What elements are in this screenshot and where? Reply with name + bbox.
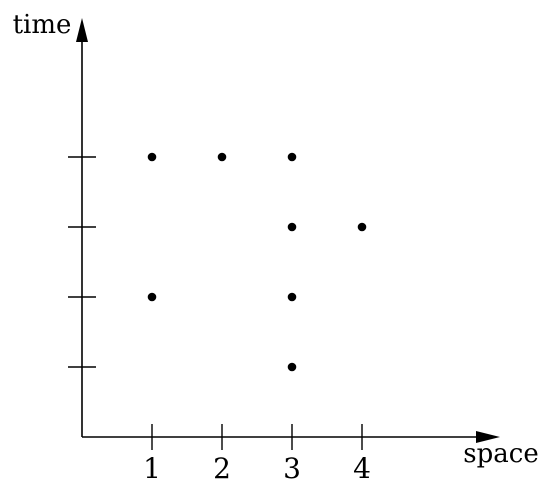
y-ticks (68, 156, 96, 368)
data-point-5 (357, 222, 367, 232)
x-tick-label-4: 4 (353, 452, 371, 483)
x-tick-label-3: 3 (283, 452, 301, 483)
x-tick-label-2: 2 (213, 452, 231, 483)
y-axis-arrowhead (76, 18, 88, 42)
data-point-6 (147, 292, 157, 302)
data-points (147, 152, 367, 372)
x-tick-label-1: 1 (143, 452, 161, 483)
data-point-3 (287, 152, 297, 162)
axes (76, 18, 500, 443)
data-point-2 (217, 152, 227, 162)
data-point-7 (287, 292, 297, 302)
x-ticks: 1 2 3 4 (143, 424, 371, 483)
data-point-1 (147, 152, 157, 162)
y-axis-label: time (13, 10, 72, 40)
x-axis-arrowhead (476, 431, 500, 443)
data-point-4 (287, 222, 297, 232)
data-point-8 (287, 362, 297, 372)
x-axis-label: space (463, 439, 538, 469)
